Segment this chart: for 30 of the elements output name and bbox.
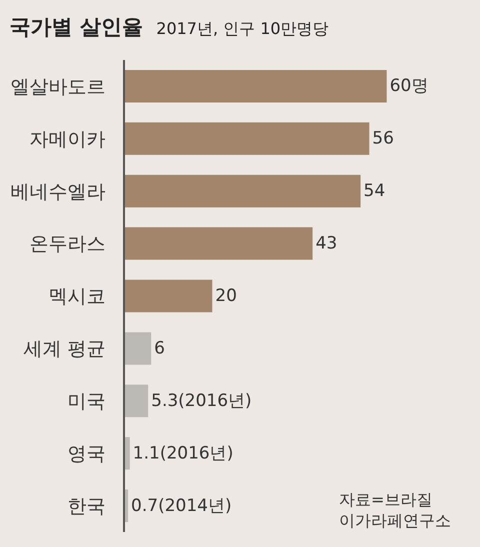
y-tick-label: 세계 평균 xyxy=(23,338,106,360)
data-label: 56 xyxy=(372,128,394,149)
annotation: 자료=브라질 이가라페연구소 xyxy=(339,490,451,530)
y-tick-label: 온두라스 xyxy=(29,233,106,256)
y-tick-label: 자메이카 xyxy=(29,128,106,150)
y-tick-label: 멕시코 xyxy=(48,286,106,308)
bar xyxy=(125,280,212,312)
y-tick-label: 미국 xyxy=(67,390,106,413)
y-tick-label: 베네수엘라 xyxy=(10,180,106,203)
y-tick-label: 영국 xyxy=(67,442,106,465)
y-tick-label: 엘살바도르 xyxy=(10,76,106,98)
data-label: 1.1(2016년) xyxy=(132,443,234,464)
data-label: 54 xyxy=(364,181,386,202)
bar xyxy=(125,332,152,365)
bar xyxy=(125,437,130,470)
data-label: 43 xyxy=(316,234,338,254)
bar xyxy=(125,174,361,208)
bar xyxy=(125,70,387,102)
chart-title: 국가별 살인율 xyxy=(10,14,143,39)
chart-subtitle: 2017년, 인구 10만명당 xyxy=(156,18,329,38)
bar xyxy=(125,490,128,522)
data-label: 20 xyxy=(215,286,237,306)
data-label: 60명 xyxy=(390,76,428,96)
data-label: 0.7(2014년) xyxy=(131,496,232,516)
y-tick-label: 한국 xyxy=(67,495,106,518)
bar xyxy=(125,227,313,260)
data-label: 6 xyxy=(154,338,165,358)
data-label: 5.3(2016년) xyxy=(151,390,252,411)
bar xyxy=(125,384,148,418)
bar xyxy=(125,122,370,155)
